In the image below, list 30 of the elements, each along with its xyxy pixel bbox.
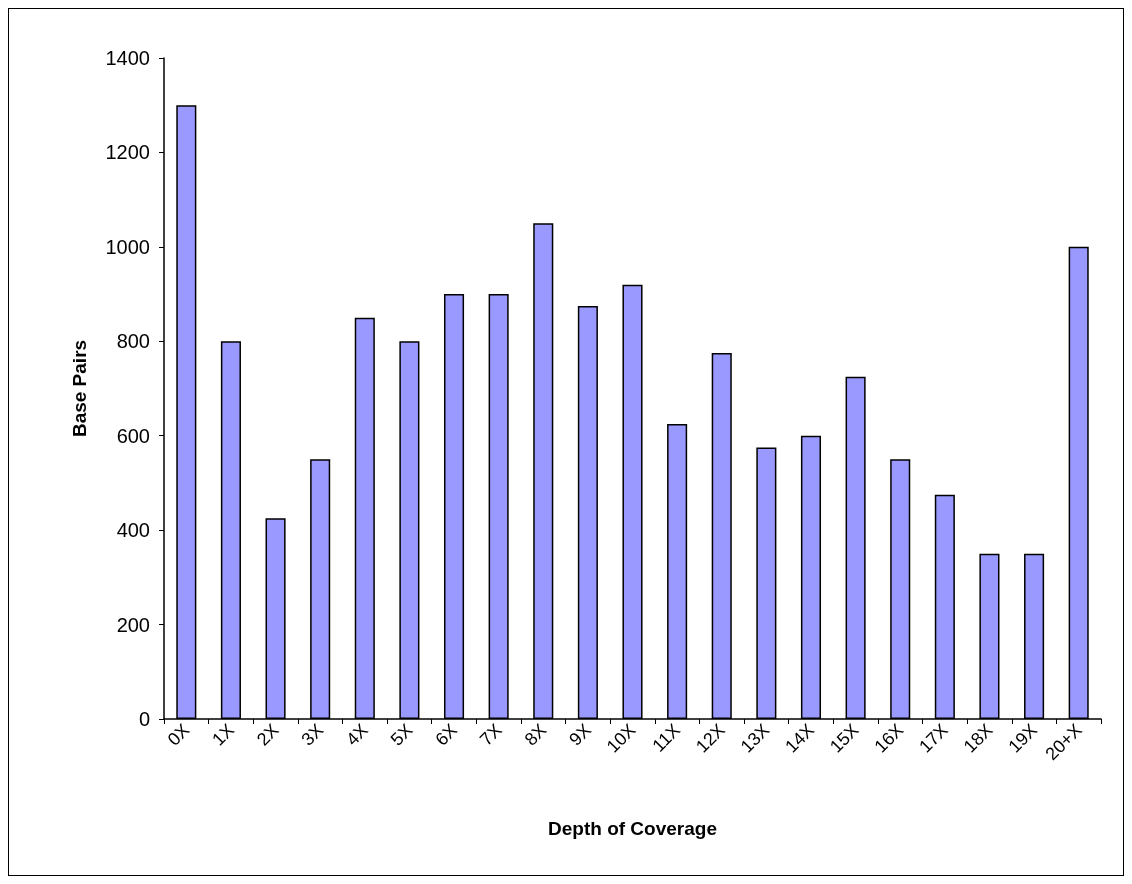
y-tick-label: 1400 xyxy=(105,47,150,69)
y-tick-label: 600 xyxy=(116,424,150,447)
x-tick-label: 13X xyxy=(736,719,774,757)
y-tick-label: 400 xyxy=(116,519,150,542)
x-tick-label: 7X xyxy=(476,719,506,750)
x-tick-label: 6X xyxy=(431,719,462,750)
y-tick-label: 1200 xyxy=(105,141,150,164)
x-tick-label: 9X xyxy=(565,719,595,750)
x-axis-title: Depth of Coverage xyxy=(548,818,717,839)
x-tick-label: 19X xyxy=(1004,719,1042,757)
x-tick-label: 5X xyxy=(386,719,417,750)
x-tick-label: 16X xyxy=(870,719,908,757)
y-axis-title: Base Pairs xyxy=(69,339,90,438)
x-tick-label: 17X xyxy=(915,719,952,757)
x-tick-label: 10X xyxy=(602,719,640,757)
x-tick-label: 1X xyxy=(208,719,238,750)
y-tick-label: 1000 xyxy=(105,235,150,258)
y-tick-label: 200 xyxy=(116,613,150,636)
x-tick-label: 3X xyxy=(297,719,328,750)
x-tick-label: 15X xyxy=(825,719,863,757)
y-tick-label: 0 xyxy=(138,708,150,730)
x-tick-label: 12X xyxy=(692,719,729,757)
x-tick-label: 11X xyxy=(648,719,685,756)
x-tick-label: 18X xyxy=(959,719,997,757)
x-tick-label: 8X xyxy=(520,719,551,750)
x-tick-label: 0X xyxy=(163,719,194,750)
y-tick-label: 800 xyxy=(116,330,150,353)
x-tick-label: 2X xyxy=(252,719,283,750)
x-tick-label: 14X xyxy=(781,719,819,757)
x-tick-label: 4X xyxy=(342,719,372,750)
